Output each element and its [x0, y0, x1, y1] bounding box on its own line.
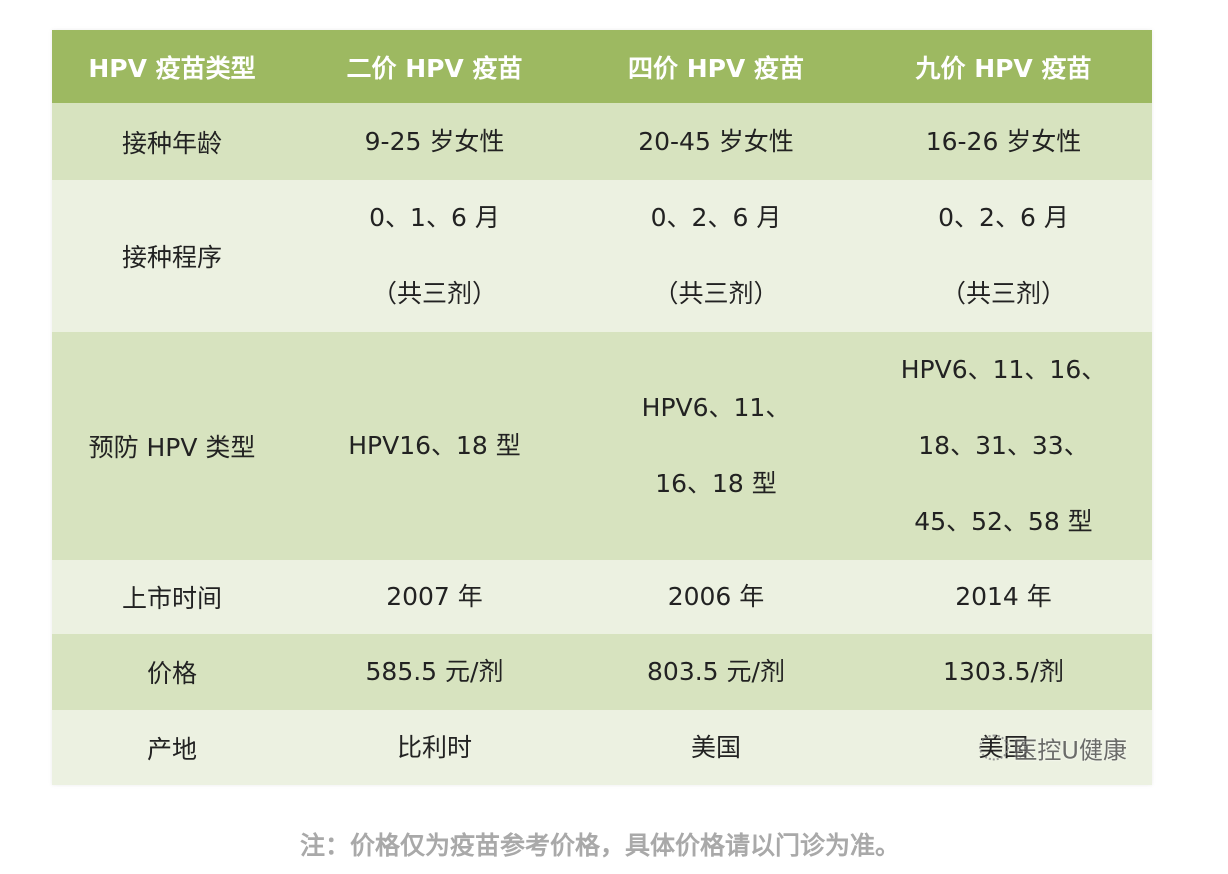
- table-cell: 美国 医控U健康: [855, 710, 1152, 785]
- cell-line: 45、52、58 型: [914, 507, 1093, 536]
- table-row: 价格 585.5 元/剂 803.5 元/剂 1303.5/剂: [52, 634, 1152, 710]
- table-cell: 2014 年: [855, 560, 1152, 634]
- row-label: 预防 HPV 类型: [88, 433, 256, 462]
- cell-line: 20-45 岁女性: [638, 126, 794, 156]
- table-cell: 803.5 元/剂: [577, 634, 855, 710]
- cell-line: 美国: [690, 732, 741, 762]
- table-cell: 美国: [577, 710, 855, 785]
- cell-line: 16-26 岁女性: [925, 126, 1082, 156]
- footnote: 注：价格仅为疫苗参考价格，具体价格请以门诊为准。: [299, 831, 900, 860]
- cell-line: 2014 年: [955, 582, 1052, 611]
- cell-line: 2006 年: [667, 582, 765, 611]
- cell-line: 9-25 岁女性: [364, 126, 505, 156]
- cell-line: 0、2、6 月: [938, 203, 1069, 232]
- header-cell: HPV 疫苗类型: [88, 53, 256, 83]
- table-cell: 比利时: [292, 710, 577, 785]
- table-cell: 585.5 元/剂: [292, 634, 577, 710]
- cell-line: HPV6、11、: [641, 393, 791, 422]
- header-cell: 四价 HPV 疫苗: [627, 53, 804, 83]
- table-row: 预防 HPV 类型 HPV16、18 型 HPV6、11、 16、18 型 HPV6、1…: [52, 332, 1152, 560]
- cell-line: 803.5 元/剂: [647, 657, 785, 686]
- watermark: 医控U健康: [979, 730, 1127, 765]
- table-cell: HPV6、11、16、 18、31、33、 45、52、58 型: [855, 332, 1152, 560]
- cell-line: HPV16、18 型: [348, 431, 521, 460]
- header-cell: 九价 HPV 疫苗: [915, 53, 1092, 83]
- cell-line: 16、18 型: [655, 469, 777, 498]
- table-cell: 0、1、6 月 （共三剂）: [292, 180, 577, 332]
- cell-line: （共三剂）: [940, 279, 1066, 308]
- cell-line: 585.5 元/剂: [365, 657, 504, 686]
- cell-line: HPV6、11、16、: [900, 355, 1107, 384]
- table-cell: 9-25 岁女性: [292, 103, 577, 180]
- wechat-icon: [979, 734, 1010, 761]
- table-row: 上市时间 2007 年 2006 年 2014 年: [52, 560, 1152, 634]
- table-cell: 2006 年: [577, 560, 855, 634]
- table-cell: 0、2、6 月 （共三剂）: [855, 180, 1152, 332]
- cell-line: 18、31、33、: [918, 431, 1089, 460]
- row-label: 产地: [146, 734, 197, 764]
- hpv-vaccine-table: HPV 疫苗类型 二价 HPV 疫苗 四价 HPV 疫苗 九价 HPV 疫苗 接…: [52, 30, 1152, 785]
- table-cell: 2007 年: [292, 560, 577, 634]
- cell-line: （共三剂）: [653, 279, 779, 308]
- table-cell: HPV6、11、 16、18 型: [577, 332, 855, 560]
- table-cell: 0、2、6 月 （共三剂）: [577, 180, 855, 332]
- table-header: HPV 疫苗类型 二价 HPV 疫苗 四价 HPV 疫苗 九价 HPV 疫苗: [52, 30, 1152, 103]
- table-cell: 16-26 岁女性: [855, 103, 1152, 180]
- table-cell: 1303.5/剂: [855, 634, 1152, 710]
- table-cell: 20-45 岁女性: [577, 103, 855, 180]
- table-row: 产地 比利时 美国 美国 医控U健康: [52, 710, 1152, 785]
- cell-line: 2007 年: [386, 582, 483, 611]
- cell-line: （共三剂）: [371, 279, 497, 308]
- cell-line: 1303.5/剂: [943, 657, 1064, 686]
- cell-line: 0、1、6 月: [369, 203, 500, 232]
- row-label: 价格: [146, 659, 197, 688]
- row-label: 上市时间: [121, 584, 222, 613]
- watermark-text: 医控U健康: [1013, 736, 1127, 764]
- table-row: 接种程序 0、1、6 月 （共三剂） 0、2、6 月 （共三剂） 0、2、6 月 （共三剂）: [52, 180, 1152, 332]
- header-cell: 二价 HPV 疫苗: [346, 53, 523, 83]
- row-label: 接种年龄: [121, 128, 222, 158]
- cell-line: 比利时: [396, 732, 472, 762]
- table-cell: HPV16、18 型: [292, 332, 577, 560]
- cell-line: 0、2、6 月: [650, 203, 782, 232]
- row-label: 接种程序: [121, 243, 222, 272]
- table-row: 接种年龄 9-25 岁女性 20-45 岁女性 16-26 岁女性: [52, 103, 1152, 180]
